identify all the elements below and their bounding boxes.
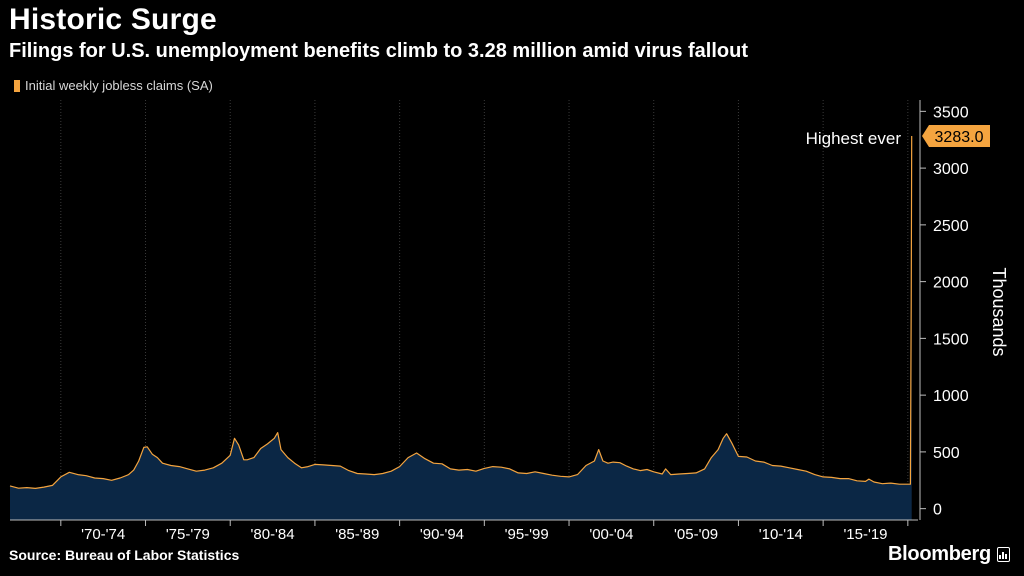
source-note: Source: Bureau of Labor Statistics [9, 547, 240, 563]
grid-layer [60, 100, 909, 520]
x-tick-label: '90-'94 [420, 526, 464, 543]
y-tick-label: 0 [933, 502, 942, 519]
legend-label: Initial weekly jobless claims (SA) [25, 78, 213, 93]
x-tick-label: '10-'14 [759, 526, 803, 543]
x-tick-label: '95-'99 [505, 526, 549, 543]
x-tick-label: '05-'09 [674, 526, 718, 543]
axis-layer: '70-'74 '75-'79 '80-'84 '85-'89 '90-'94 '95-'… [10, 100, 1009, 543]
x-tick-label: '80-'84 [251, 526, 295, 543]
y-tick-label: 2000 [933, 275, 969, 292]
y-tick-label: 3000 [933, 161, 969, 178]
x-tick-label: '70-'74 [81, 526, 125, 543]
legend: Initial weekly jobless claims (SA) [14, 78, 213, 93]
y-axis-label: Thousands [989, 267, 1009, 356]
annotation-layer: Highest ever 3283.0 [806, 124, 990, 148]
annotation-text: Highest ever [806, 129, 902, 148]
bar-chart-icon [996, 547, 1010, 562]
x-tick-label: '75-'79 [166, 526, 210, 543]
y-tick-label: 3500 [933, 104, 969, 121]
x-tick-label: '85-'89 [335, 526, 379, 543]
value-label-box [922, 124, 990, 147]
y-tick-label: 1500 [933, 331, 969, 348]
brand-logo: Bloomberg [888, 543, 1010, 566]
series-area [10, 136, 912, 520]
area-layer [9, 135, 913, 520]
chart-title: Historic Surge [9, 3, 217, 36]
y-tick-label: 500 [933, 445, 960, 462]
series-line [9, 135, 913, 489]
legend-swatch [14, 79, 20, 92]
brand-name: Bloomberg [888, 543, 991, 565]
x-tick-label: '15-'19 [843, 526, 887, 543]
chart-subtitle: Filings for U.S. unemployment benefits c… [9, 40, 748, 62]
x-tick-label: '00-'04 [589, 526, 633, 543]
y-tick-label: 2500 [933, 218, 969, 235]
value-label: 3283.0 [935, 129, 984, 146]
y-tick-label: 1000 [933, 388, 969, 405]
